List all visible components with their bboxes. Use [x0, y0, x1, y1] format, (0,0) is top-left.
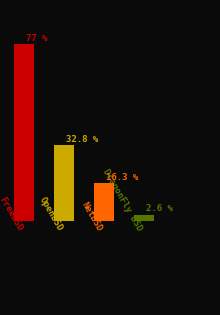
Text: 32.8 %: 32.8 %	[66, 135, 98, 144]
Text: 16.3 %: 16.3 %	[106, 173, 138, 182]
Text: 77 %: 77 %	[26, 34, 48, 43]
Bar	[14, 44, 34, 220]
Bar	[54, 145, 74, 220]
Text: 2.6 %: 2.6 %	[146, 204, 173, 213]
Bar	[94, 183, 114, 220]
Bar	[134, 215, 154, 220]
